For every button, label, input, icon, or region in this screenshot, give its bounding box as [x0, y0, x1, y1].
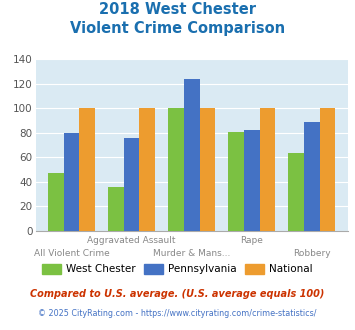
- Text: All Violent Crime: All Violent Crime: [34, 249, 109, 258]
- Text: Murder & Mans...: Murder & Mans...: [153, 249, 230, 258]
- Bar: [320, 109, 335, 231]
- Bar: [184, 79, 200, 231]
- Text: Robbery: Robbery: [293, 249, 331, 258]
- Bar: [168, 109, 184, 231]
- Text: Violent Crime Comparison: Violent Crime Comparison: [70, 21, 285, 36]
- Text: Rape: Rape: [240, 236, 263, 245]
- Bar: [140, 109, 155, 231]
- Bar: [80, 109, 95, 231]
- Text: © 2025 CityRating.com - https://www.cityrating.com/crime-statistics/: © 2025 CityRating.com - https://www.city…: [38, 309, 317, 317]
- Legend: West Chester, Pennsylvania, National: West Chester, Pennsylvania, National: [42, 264, 313, 275]
- Bar: [200, 109, 215, 231]
- Bar: [260, 109, 275, 231]
- Bar: [48, 173, 64, 231]
- Bar: [288, 152, 304, 231]
- Bar: [108, 187, 124, 231]
- Text: Aggravated Assault: Aggravated Assault: [87, 236, 176, 245]
- Bar: [304, 122, 320, 231]
- Bar: [244, 130, 260, 231]
- Bar: [228, 132, 244, 231]
- Text: 2018 West Chester: 2018 West Chester: [99, 2, 256, 16]
- Text: Compared to U.S. average. (U.S. average equals 100): Compared to U.S. average. (U.S. average …: [30, 289, 325, 299]
- Bar: [124, 138, 140, 231]
- Bar: [64, 133, 80, 231]
